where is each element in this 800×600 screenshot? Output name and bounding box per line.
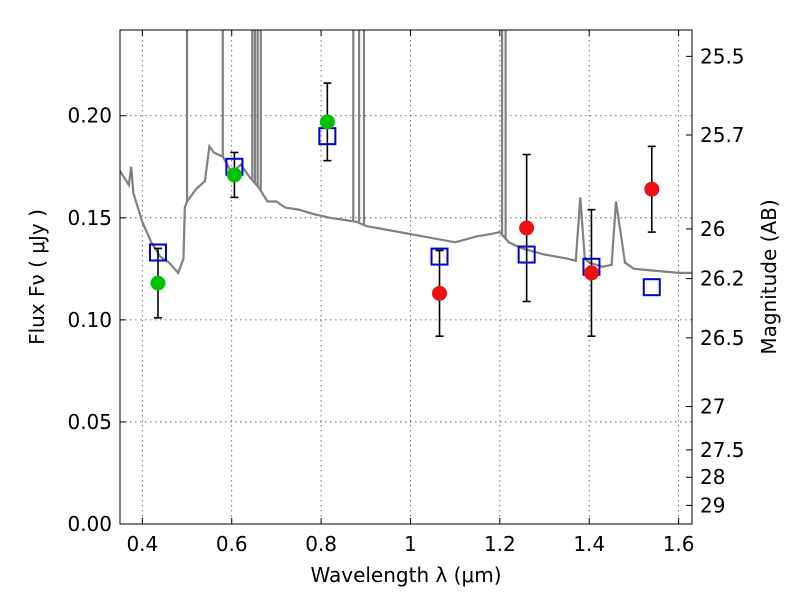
magnitude-tick-label: 25.7: [700, 123, 745, 147]
x-tick-label: 0.8: [305, 532, 337, 556]
x-tick-label: 1.2: [484, 532, 516, 556]
magnitude-tick-label: 25.5: [700, 44, 745, 68]
x-axis-label: Wavelength λ (μm): [310, 563, 501, 587]
model-flux-square: [148, 243, 167, 262]
nir-flux-point: [519, 220, 535, 236]
magnitude-tick-label: 26.2: [700, 267, 745, 291]
y-tick-label: 0.20: [67, 104, 112, 128]
magnitude-tick-label: 27: [700, 395, 725, 419]
y-tick-label: 0.00: [67, 512, 112, 536]
y-tick-label: 0.05: [67, 410, 112, 434]
x-tick-label: 0.6: [216, 532, 248, 556]
model-flux-square: [517, 245, 536, 264]
x-tick-label: 0.4: [126, 532, 158, 556]
plot-frame: [119, 29, 693, 525]
y-tick-label: 0.10: [67, 308, 112, 332]
x-tick-label: 1: [404, 532, 417, 556]
optical-flux-point: [319, 114, 335, 130]
magnitude-tick-label: 29: [700, 493, 725, 517]
magnitude-axis-label: Magnitude (AB): [757, 199, 781, 354]
model-flux-square: [430, 247, 449, 266]
nir-flux-point: [644, 181, 660, 197]
x-tick-label: 1.4: [573, 532, 605, 556]
axis-ticks: 0.4 0.6 0.8 1 1.2 1.4 1.6 0.00 0.05 0.10 0.15 0.20 2…: [67, 30, 745, 556]
model-flux-square: [642, 278, 661, 297]
template-spectrum-line: [119, 143, 692, 276]
nir-flux-point: [432, 285, 448, 301]
magnitude-tick-label: 27.5: [700, 438, 745, 462]
grid-lines: [120, 30, 692, 524]
optical-flux-point: [150, 275, 166, 291]
magnitude-tick-label: 26: [700, 217, 725, 241]
magnitude-tick-label: 28: [700, 465, 725, 489]
template-spectrum: [119, 30, 692, 276]
nir-flux-point: [583, 265, 599, 281]
optical-flux-point: [226, 167, 242, 183]
magnitude-tick-label: 26.5: [700, 326, 745, 350]
y-axis-label: Flux Fν ( μJy ): [25, 209, 49, 345]
data-points: [148, 114, 661, 301]
y-tick-label: 0.15: [67, 206, 112, 230]
x-tick-label: 1.6: [663, 532, 695, 556]
